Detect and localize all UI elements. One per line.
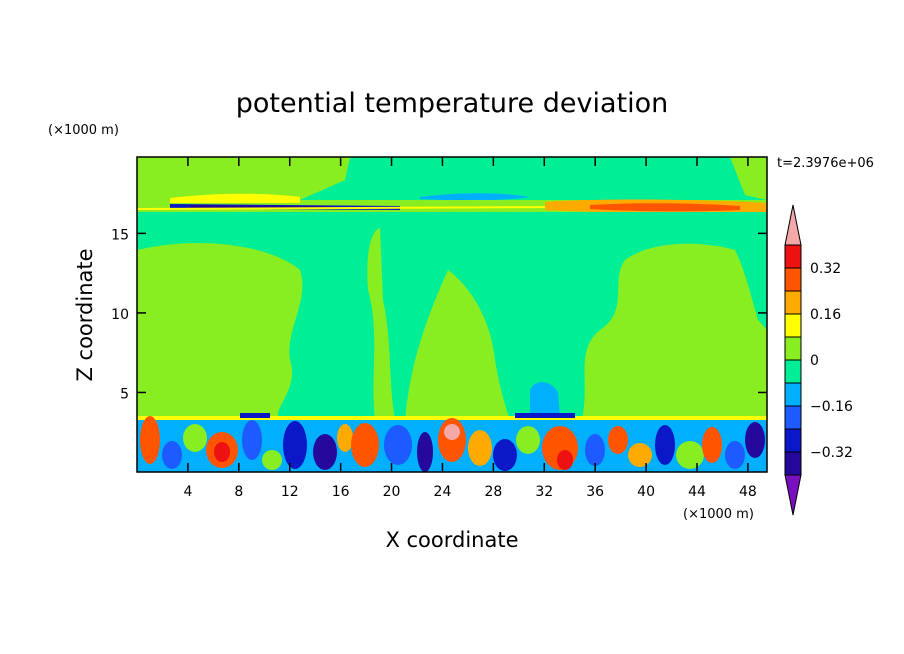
plot-area	[137, 157, 767, 472]
field-band	[590, 203, 740, 212]
x-tick-label: 16	[332, 484, 350, 500]
colorbar-label: −0.32	[810, 445, 853, 461]
x-tick-label: 48	[739, 484, 757, 500]
colorbar-level	[784, 290, 802, 315]
plot-frame	[136, 156, 768, 473]
colorbar-label: 0	[810, 353, 819, 369]
x-tick-label: 4	[183, 484, 192, 500]
x-tick-label: 36	[586, 484, 604, 500]
colorbar-level	[784, 428, 802, 453]
y-units-label: (×1000 m)	[48, 123, 119, 138]
x-tick-label: 32	[535, 484, 553, 500]
y-tick-label: 10	[111, 307, 129, 323]
x-tick-label: 44	[688, 484, 706, 500]
x-tick-label: 12	[281, 484, 299, 500]
colorbar-level	[784, 336, 802, 361]
field-region	[367, 228, 395, 420]
colorbar-level	[784, 267, 802, 292]
colorbar-label: 0.16	[810, 307, 841, 323]
turbulence-cells	[140, 416, 765, 472]
x-tick-label: 20	[383, 484, 401, 500]
colorbar-level	[784, 313, 802, 338]
x-units-label: (×1000 m)	[683, 507, 754, 522]
colorbar-level	[784, 451, 802, 476]
field-band	[515, 413, 575, 418]
y-tick-label: 5	[120, 386, 129, 402]
colorbar-label: 0.32	[810, 261, 841, 277]
colorbar-level	[784, 405, 802, 430]
field-band	[137, 212, 767, 217]
y-tick-label: 15	[111, 227, 129, 243]
field-region	[137, 157, 350, 200]
field-region	[582, 243, 767, 420]
colorbar-label: −0.16	[810, 399, 853, 415]
x-tick-label: 24	[434, 484, 452, 500]
x-axis: 4 8 12 16 20 24 28 32 36 40 44 48	[183, 157, 757, 500]
y-axis: 5 10 15	[111, 227, 767, 402]
field-region	[137, 242, 303, 420]
x-tick-label: 40	[637, 484, 655, 500]
y-axis-label: Z coordinate	[73, 248, 97, 381]
field-region	[730, 157, 767, 200]
field-region	[420, 193, 530, 201]
colorbar-level	[784, 244, 802, 269]
field-region	[405, 270, 510, 420]
field-region	[530, 382, 560, 416]
time-label: t=2.3976e+06	[777, 156, 874, 171]
colorbar-over-triangle	[784, 204, 802, 246]
field-band	[240, 413, 270, 418]
x-axis-label: X coordinate	[385, 528, 518, 552]
colorbar: 0.32 0.16 0 −0.16 −0.32	[784, 204, 853, 516]
colorbar-level	[784, 359, 802, 384]
x-tick-label: 8	[234, 484, 243, 500]
x-tick-label: 28	[484, 484, 502, 500]
colorbar-under-triangle	[784, 474, 802, 516]
colorbar-level	[784, 382, 802, 407]
field-band	[170, 193, 300, 203]
chart-title: potential temperature deviation	[236, 88, 668, 119]
